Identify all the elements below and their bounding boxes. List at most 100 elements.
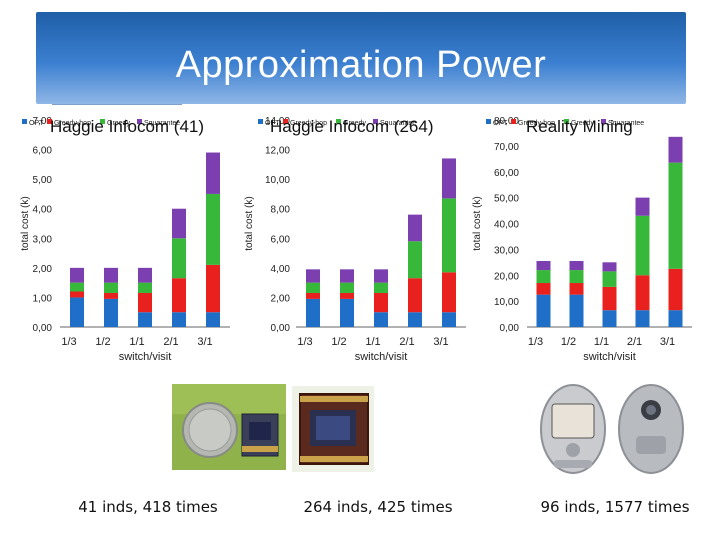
x-tick-label: 3/1 (660, 336, 675, 348)
bar-segment-squarantee (569, 261, 584, 271)
bar-segment-squarantee (536, 261, 551, 271)
legend-swatch (601, 119, 606, 124)
y-tick-label: 12,00 (265, 146, 290, 157)
bar-segment-squarantee (70, 267, 84, 283)
bar-segment-squarantee (306, 269, 320, 283)
bar-segment-squarantee (668, 136, 683, 163)
y-tick-label: 50,00 (494, 194, 519, 205)
bar-segment-greedy (206, 193, 220, 265)
bar-segment-opt (138, 312, 152, 327)
bar-segment-greedy (104, 282, 118, 293)
bar-segment-squarantee (104, 267, 118, 283)
legend-label: Greedy-hop (54, 120, 91, 127)
bar-segment-opt (635, 310, 650, 327)
y-tick-label: 10,00 (265, 175, 290, 186)
legend-swatch (373, 119, 378, 124)
bar-segment-greedy (374, 282, 388, 293)
bar-segment-greedy-hop (70, 291, 84, 298)
bar-segment-greedy (408, 241, 422, 279)
bar-segment-greedy-hop (104, 292, 118, 299)
legend-label: Squarantee (380, 120, 416, 127)
bar-segment-greedy (340, 282, 354, 293)
y-tick-label: 10,00 (494, 297, 519, 308)
legend-swatch (258, 119, 263, 124)
bar-segment-opt (408, 312, 422, 327)
legend-swatch (47, 119, 52, 124)
bar-segment-greedy (536, 270, 551, 284)
bar-segment-greedy-hop (668, 268, 683, 311)
legend-label: Greedy (571, 120, 594, 127)
y-tick-label: 2,00 (271, 293, 291, 304)
bar-segment-squarantee (442, 158, 456, 199)
bar-segment-greedy-hop (569, 283, 584, 295)
y-tick-label: 0,00 (271, 323, 291, 334)
bar-segment-greedy (172, 238, 186, 279)
legend-swatch (336, 119, 341, 124)
x-axis-label: switch/visit (119, 351, 172, 363)
charts-area: 0,00 1,00 2,00 3,00 4,00 5,00 6,00 7,00 total co… (20, 116, 692, 363)
phone-front-image (540, 384, 606, 474)
legend-swatch (137, 119, 142, 124)
bar-segment-opt (206, 312, 220, 327)
bar-segment-opt (340, 298, 354, 327)
photo-chip-device (292, 386, 374, 472)
legend-swatch (486, 119, 491, 124)
bar-segment-greedy-hop (138, 292, 152, 313)
bar-segment-opt (172, 312, 186, 327)
photo-phone-front (538, 382, 608, 476)
bar-segment-greedy (70, 282, 84, 292)
y-axis-label: total cost (k) (244, 196, 255, 250)
caption-chart-3: 96 inds, 1577 times (540, 498, 690, 516)
title-banner (36, 12, 686, 104)
legend-swatch (100, 119, 105, 124)
x-tick-label: 1/3 (61, 336, 76, 348)
bar-segment-greedy-hop (635, 275, 650, 311)
bar-segment-greedy-hop (340, 292, 354, 299)
y-tick-label: 1,00 (33, 293, 53, 304)
title-underline (52, 104, 182, 105)
bar-segment-squarantee (408, 214, 422, 242)
x-tick-label: 2/1 (399, 336, 414, 348)
y-tick-label: 70,00 (494, 142, 519, 153)
legend-label: Greedy-hop (290, 120, 327, 127)
bar-segment-squarantee (602, 262, 617, 272)
bar-segment-greedy-hop (374, 292, 388, 313)
x-tick-label: 1/1 (129, 336, 144, 348)
bar-segment-greedy (668, 162, 683, 269)
x-axis-label: switch/visit (355, 351, 408, 363)
legend-label: OPT (493, 120, 508, 127)
y-axis-label: total cost (k) (20, 196, 31, 250)
chip-device-image (292, 386, 374, 472)
y-tick-label: 30,00 (494, 245, 519, 256)
bar-segment-greedy (569, 270, 584, 284)
photo-phone-back (616, 382, 686, 476)
bar-segment-greedy-hop (206, 264, 220, 313)
x-tick-label: 1/1 (365, 336, 380, 348)
bar-segment-opt (374, 312, 388, 327)
bar-segment-squarantee (635, 197, 650, 216)
x-axis-label: switch/visit (583, 351, 636, 363)
bar-segment-greedy-hop (306, 292, 320, 299)
bar-segment-greedy (306, 282, 320, 293)
y-tick-label: 14,00 (265, 116, 290, 127)
y-tick-label: 4,00 (271, 264, 291, 275)
x-tick-label: 1/2 (561, 336, 576, 348)
bar-segment-greedy-hop (536, 283, 551, 295)
y-tick-label: 40,00 (494, 220, 519, 231)
bar-segment-opt (536, 294, 551, 327)
slide-title: Approximation Power (175, 44, 547, 86)
x-tick-label: 3/1 (197, 336, 212, 348)
chart-title: Reality Mining (526, 117, 633, 136)
y-axis-label: total cost (k) (472, 196, 483, 250)
legend-swatch (283, 119, 288, 124)
y-tick-label: 0,00 (33, 323, 53, 334)
x-tick-label: 2/1 (627, 336, 642, 348)
caption-chart-1: 41 inds, 418 times (78, 498, 218, 516)
x-tick-label: 1/3 (297, 336, 312, 348)
bar-segment-squarantee (374, 269, 388, 283)
bar-segment-greedy-hop (408, 278, 422, 313)
bar-segment-greedy-hop (172, 278, 186, 313)
legend-swatch (564, 119, 569, 124)
x-tick-label: 2/1 (163, 336, 178, 348)
bar-segment-opt (668, 310, 683, 327)
